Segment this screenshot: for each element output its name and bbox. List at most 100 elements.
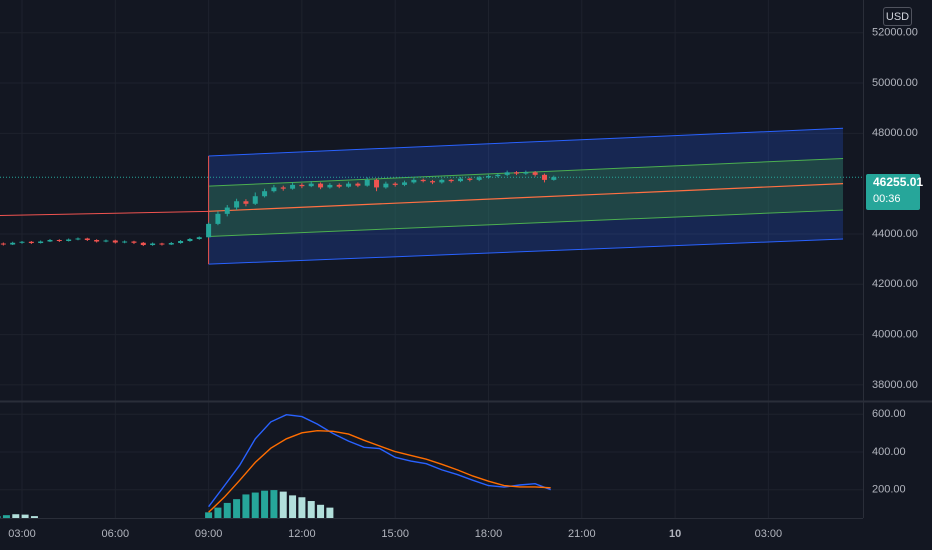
- histogram-bar: [21, 514, 29, 518]
- candle-body: [467, 178, 473, 180]
- candle-body: [234, 201, 240, 208]
- candle-body: [476, 177, 482, 180]
- indicator-tick-label: 400.00: [872, 446, 906, 458]
- price-tick-label: 50000.00: [872, 77, 918, 89]
- candle-body: [150, 243, 156, 246]
- histogram-bar: [279, 491, 287, 518]
- last-price-badge: 46255.01 00:36: [866, 174, 924, 210]
- histogram-bar: [298, 497, 306, 518]
- histogram-bar: [214, 507, 222, 518]
- channel-outer-lower-line: [208, 238, 844, 265]
- candlestick-series: [0, 170, 557, 247]
- candle-body: [103, 240, 109, 242]
- candle-body: [47, 240, 53, 242]
- time-tick-label: 12:00: [288, 528, 316, 540]
- candle-body: [252, 196, 258, 204]
- time-tick-label: 09:00: [195, 528, 223, 540]
- channel-outer-upper-line: [208, 127, 844, 157]
- histogram-bar: [261, 490, 269, 518]
- candle-body: [541, 174, 547, 180]
- candle-body: [122, 241, 128, 243]
- candle-body: [19, 241, 25, 243]
- candle-body: [66, 239, 72, 242]
- histogram-bar: [326, 507, 334, 518]
- histogram-bar: [205, 512, 213, 518]
- histogram-bar: [307, 501, 315, 518]
- candle-body: [178, 241, 184, 244]
- candle-body: [355, 183, 361, 186]
- time-tick-label: 03:00: [755, 528, 783, 540]
- candle-body: [486, 176, 491, 178]
- bar-countdown: 00:36: [873, 193, 901, 205]
- histogram-bar: [0, 516, 1, 518]
- histogram-bar: [317, 504, 325, 518]
- candle-body: [402, 182, 408, 185]
- price-tick-label: 42000.00: [872, 278, 918, 290]
- channel-middle-line: [208, 183, 844, 212]
- candle-body: [38, 241, 44, 244]
- candle-body: [532, 172, 538, 175]
- candle-body: [523, 172, 529, 174]
- candle-body: [10, 242, 16, 245]
- candle-body: [290, 184, 296, 189]
- histogram-bar: [30, 516, 38, 518]
- candle-body: [327, 184, 333, 188]
- candle-body: [439, 179, 445, 183]
- candle-body: [168, 243, 174, 245]
- price-tick-label: 40000.00: [872, 328, 918, 340]
- candle-body: [458, 178, 464, 182]
- channel-inner-lower-line: [208, 209, 844, 237]
- candle-body: [243, 201, 249, 204]
- candle-body: [374, 179, 380, 188]
- candle-body: [551, 177, 557, 180]
- candle-body: [299, 184, 305, 187]
- price-tick-label: 48000.00: [872, 127, 918, 139]
- candle-body: [140, 242, 146, 246]
- candle-body: [224, 207, 230, 214]
- candle-body: [56, 240, 62, 242]
- candle-body: [513, 172, 519, 174]
- histogram-bar: [251, 492, 259, 518]
- last-price-value: 46255.01: [873, 175, 924, 189]
- histogram-bar: [12, 514, 20, 518]
- candle-body: [318, 183, 324, 188]
- time-tick-label: 18:00: [475, 528, 503, 540]
- histogram-bar: [289, 495, 297, 518]
- candle-body: [112, 240, 118, 243]
- time-tick-label: 03:00: [8, 528, 36, 540]
- price-tick-label: 38000.00: [872, 379, 918, 391]
- histogram-bar: [270, 490, 278, 518]
- candle-body: [215, 213, 221, 224]
- candle-body: [420, 179, 426, 182]
- candle-body: [84, 238, 90, 240]
- time-tick-label: 10: [669, 528, 681, 540]
- regression-channel: [0, 127, 863, 265]
- currency-button[interactable]: USD: [883, 7, 912, 26]
- candle-body: [383, 183, 389, 188]
- indicator-tick-label: 600.00: [872, 408, 906, 420]
- candle-body: [504, 172, 510, 175]
- pre-channel-line: [0, 210, 209, 217]
- candle-body: [280, 187, 286, 189]
- histogram-bar: [2, 515, 10, 518]
- time-tick-label: 06:00: [102, 528, 130, 540]
- histogram-bar: [242, 494, 250, 518]
- candle-body: [206, 223, 212, 238]
- time-tick-label: 15:00: [381, 528, 409, 540]
- price-tick-label: 44000.00: [872, 228, 918, 240]
- candle-body: [262, 191, 268, 197]
- candle-body: [196, 237, 202, 239]
- candle-body: [159, 243, 165, 245]
- candle-body: [75, 238, 81, 240]
- candle-body: [187, 238, 193, 242]
- axes[interactable]: 52000.00 50000.00 48000.00 44000.00 42000.00…: [8, 27, 918, 540]
- candle-body: [94, 240, 100, 242]
- indicator-series-line: [208, 413, 551, 508]
- candle-body: [364, 179, 370, 186]
- candle-body: [271, 187, 277, 192]
- candle-body: [28, 241, 34, 244]
- candle-body: [0, 243, 6, 245]
- candle-body: [308, 183, 314, 187]
